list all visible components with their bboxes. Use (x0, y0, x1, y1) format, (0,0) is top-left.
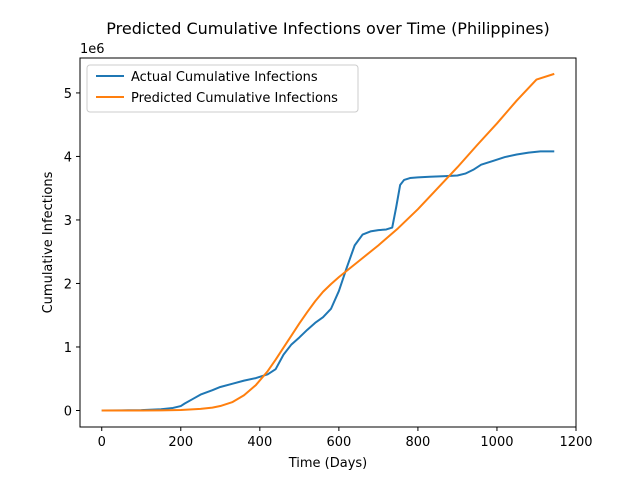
chart-title: Predicted Cumulative Infections over Tim… (106, 19, 550, 38)
y-tick-label: 2 (64, 277, 72, 292)
series-layer (101, 72, 555, 412)
x-tick-label: 200 (168, 435, 193, 450)
y-axis: 0 1 2 3 4 5 (64, 87, 80, 419)
plot-frame (79, 57, 577, 428)
legend-label-predicted: Predicted Cumulative Infections (131, 91, 338, 106)
x-tick-label: 600 (326, 435, 351, 450)
legend: Actual Cumulative Infections Predicted C… (86, 64, 359, 113)
y-tick-label: 1 (64, 341, 72, 356)
y-offset-label: 1e6 (80, 42, 105, 57)
x-tick-label: 400 (247, 435, 272, 450)
y-tick-label: 0 (64, 404, 72, 419)
y-tick-label: 4 (64, 150, 72, 165)
series-line-predicted (101, 72, 555, 412)
x-axis: 0 200 400 600 800 1000 1200 (98, 427, 593, 450)
y-axis-label: Cumulative Infections (41, 171, 56, 313)
series-line-actual (101, 150, 555, 412)
legend-label-actual: Actual Cumulative Infections (131, 70, 318, 85)
y-tick-label: 5 (64, 87, 72, 102)
x-tick-label: 0 (98, 435, 106, 450)
x-tick-label: 1000 (480, 435, 513, 450)
x-axis-label: Time (Days) (288, 456, 368, 471)
x-tick-label: 1200 (559, 435, 592, 450)
legend-box (86, 64, 359, 113)
y-tick-label: 3 (64, 214, 72, 229)
x-tick-label: 800 (405, 435, 430, 450)
